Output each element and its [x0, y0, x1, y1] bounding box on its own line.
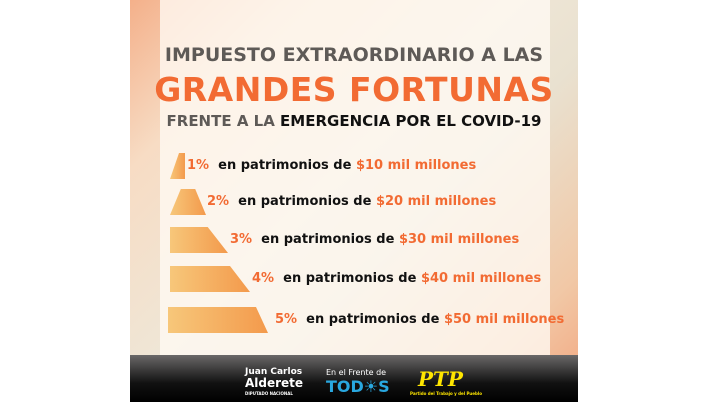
- alderete-role: DIPUTADO NACIONAL: [245, 391, 293, 396]
- tax-row-2: 2% en patrimonios de $20 mil millones: [130, 189, 578, 219]
- pyramid-step: [168, 307, 268, 333]
- frente-label: En el Frente de: [326, 368, 387, 377]
- pyramid-step: [170, 266, 250, 292]
- infographic: IMPUESTO EXTRAORDINARIO A LAS GRANDES FO…: [130, 0, 578, 402]
- title-main: GRANDES FORTUNAS: [154, 70, 554, 109]
- pyramid-step: [170, 227, 228, 253]
- title-line1: IMPUESTO EXTRAORDINARIO A LAS: [164, 44, 544, 66]
- footer-logos: Juan Carlos Alderete DIPUTADO NACIONAL E…: [130, 355, 578, 402]
- alderete-name2: Alderete: [245, 376, 304, 390]
- ptp-subtitle: Partido del Trabajo y del Pueblo: [410, 391, 482, 396]
- alderete-name1: Juan Carlos: [245, 367, 303, 377]
- tax-row-4: 4% en patrimonios de $40 mil millones: [130, 266, 578, 296]
- pyramid-step: [170, 189, 206, 215]
- pyramid-step: [170, 153, 185, 179]
- todos-logo: TOD☀S: [326, 377, 390, 396]
- tax-row-5: 5% en patrimonios de $50 mil millones: [130, 307, 578, 337]
- tax-row-3: 3% en patrimonios de $30 mil millones: [130, 227, 578, 257]
- ptp-logo: PTP: [418, 367, 463, 391]
- tax-row-1: 1% en patrimonios de $10 mil millones: [130, 153, 578, 183]
- background-veil: [160, 0, 550, 355]
- title-line3: FRENTE A LA EMERGENCIA POR EL COVID-19: [166, 112, 542, 130]
